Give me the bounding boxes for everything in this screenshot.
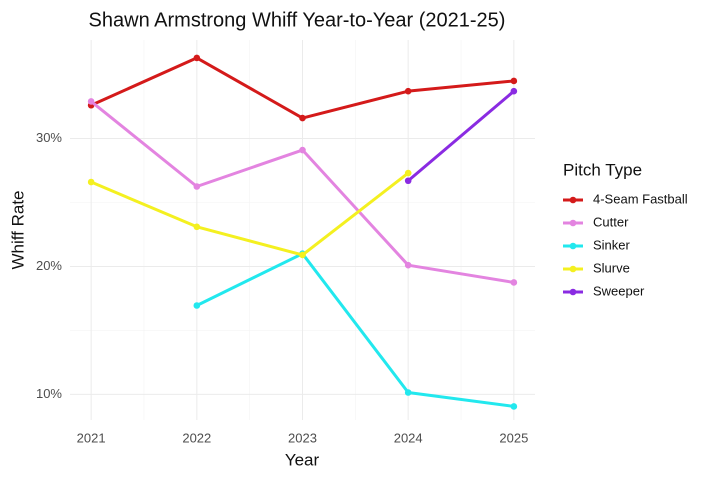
legend-swatch-point (569, 242, 577, 250)
data-point (510, 77, 518, 85)
x-tick-label: 2025 (499, 430, 528, 445)
y-tick-label: 20% (36, 258, 62, 273)
data-point (193, 183, 201, 190)
legend-label: 4-Seam Fastball (593, 191, 688, 206)
x-tick-label: 2024 (394, 430, 423, 445)
legend-label: Sweeper (593, 283, 645, 298)
data-point (404, 261, 412, 269)
legend-label: Cutter (593, 214, 629, 229)
data-point (299, 146, 306, 154)
data-point (299, 251, 306, 259)
chart-title: Shawn Armstrong Whiff Year-to-Year (2021… (89, 9, 506, 31)
data-point (193, 54, 201, 62)
legend-swatch-point (569, 219, 577, 227)
y-axis-title: Whiff Rate (8, 190, 27, 269)
data-point (510, 403, 518, 410)
legend-swatch-point (569, 288, 577, 296)
x-tick-label: 2021 (77, 430, 106, 445)
data-point (510, 279, 518, 286)
data-point (193, 302, 201, 309)
data-point (404, 177, 412, 185)
data-point (87, 98, 95, 105)
legend-title: Pitch Type (563, 160, 642, 179)
y-tick-label: 30% (36, 130, 62, 145)
data-point (404, 169, 412, 177)
x-axis-title: Year (285, 450, 320, 469)
data-point (87, 178, 95, 186)
series-line (90, 171, 410, 257)
x-tick-label: 2022 (182, 430, 211, 445)
data-point (299, 114, 306, 122)
legend-swatch-point (569, 265, 577, 273)
legend-label: Sinker (593, 237, 631, 252)
series-line (407, 90, 515, 182)
data-point (404, 389, 412, 396)
legend-swatch-point (569, 196, 577, 204)
legend-label: Slurve (593, 260, 630, 275)
data-point (193, 223, 201, 231)
data-point (510, 87, 518, 95)
x-tick-label: 2023 (288, 430, 317, 445)
series-line (196, 252, 515, 408)
data-point (404, 87, 412, 95)
y-tick-label: 10% (36, 386, 62, 401)
